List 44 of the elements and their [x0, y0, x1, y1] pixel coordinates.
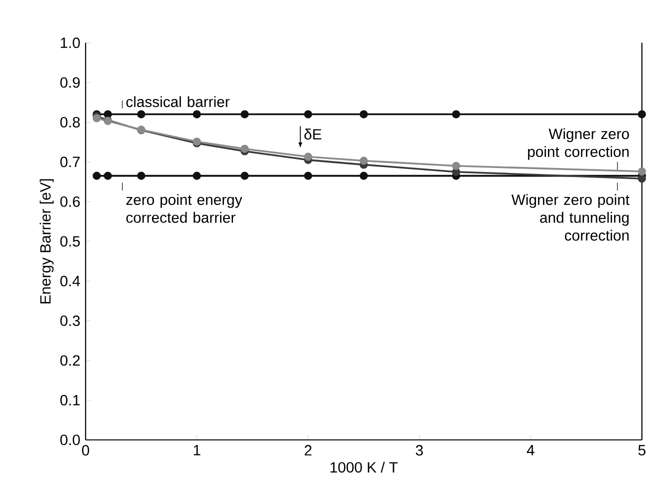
point	[192, 110, 201, 119]
x-tick-label: 1	[194, 445, 200, 456]
y-tick-label: 0.3	[60, 316, 80, 326]
series-label: Wigner zero point correction	[528, 128, 629, 160]
series-label: Wigner zero point and tunneling correction	[511, 194, 630, 241]
point	[638, 110, 646, 119]
point	[92, 172, 101, 180]
point	[240, 172, 249, 180]
y-tick-label: 0.7	[60, 156, 80, 168]
y-tick-label: 0.4	[60, 276, 80, 286]
point	[452, 162, 460, 170]
point	[240, 144, 249, 154]
point	[304, 172, 312, 180]
point	[638, 168, 646, 176]
y-axis-title: Energy Barrier [eV]	[40, 179, 54, 304]
y-tick-label: 0.2	[60, 355, 80, 366]
x-tick-label: 3	[416, 445, 423, 456]
x-tick-label: 4	[526, 445, 534, 456]
series-label: classical barrier	[126, 96, 230, 108]
y-tick-label: 0.1	[60, 395, 80, 406]
point	[452, 110, 460, 119]
x-axis-title: 1000 K / T	[330, 462, 398, 473]
x-tick-label: 0	[82, 445, 90, 456]
point	[137, 172, 146, 180]
y-tick-label: 0.8	[60, 117, 80, 128]
point	[137, 110, 146, 119]
point	[104, 172, 112, 180]
x-tick-label: 2	[304, 445, 312, 456]
point	[304, 152, 312, 162]
point	[360, 156, 368, 165]
y-tick-label: 0.0	[60, 434, 80, 446]
point	[304, 110, 312, 119]
y-tick-label: 0.9	[60, 77, 80, 88]
annotation: δE	[304, 128, 322, 140]
series-label: zero point energy corrected barrier	[126, 194, 242, 224]
point	[638, 174, 646, 183]
point	[360, 110, 368, 119]
point	[192, 172, 201, 180]
x-tick-label: 5	[638, 445, 646, 456]
point	[240, 110, 249, 119]
y-tick-label: 1.0	[60, 38, 80, 48]
y-tick-label: 0.5	[60, 236, 80, 247]
point	[360, 172, 368, 180]
y-tick-label: 0.6	[60, 196, 80, 208]
